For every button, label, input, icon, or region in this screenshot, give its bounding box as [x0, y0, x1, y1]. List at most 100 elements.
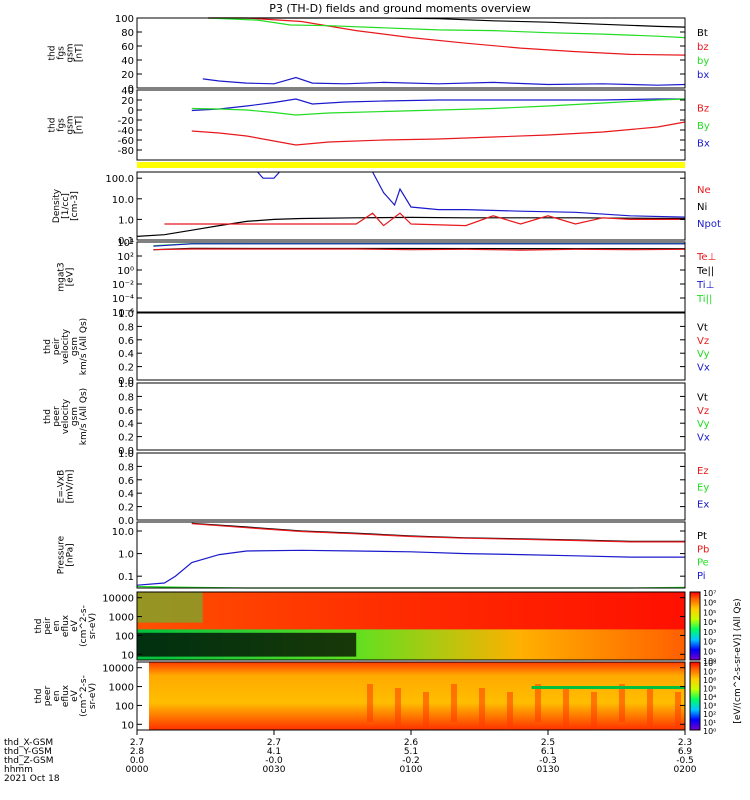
x-tick-label: 6.9 — [678, 747, 693, 757]
legend-vx: Vx — [697, 363, 710, 374]
y-tick-label: 60 — [121, 42, 134, 53]
series-bx-line — [191, 121, 686, 146]
legend-vt: Vt — [697, 392, 708, 403]
legend-ti: Ti⊥ — [696, 280, 714, 291]
y-tick-label: 0.1 — [118, 236, 134, 247]
y-axis-label: peer — [43, 685, 53, 706]
y-tick-label: 0.8 — [118, 462, 134, 473]
legend-vx: Vx — [697, 433, 710, 444]
y-tick-label: 0.2 — [118, 433, 134, 444]
x-axis-row-label: thd_X-GSM — [4, 738, 53, 748]
panel-frame — [136, 452, 686, 521]
series-by-line — [208, 17, 686, 39]
series-te-line — [153, 248, 686, 251]
y-axis-label: E=-VxB — [57, 470, 67, 504]
y-axis-label: thd — [34, 619, 44, 634]
x-tick-label: -0.2 — [402, 756, 420, 766]
x-tick-label: 2.3 — [678, 738, 692, 748]
x-tick-label: 2.7 — [267, 738, 281, 748]
y-axis-label: [nT] — [75, 116, 85, 134]
y-tick-label: 10⁻⁴ — [112, 294, 134, 305]
colorbar-tick-label: 10⁵ — [703, 685, 716, 694]
y-axis-label: thd — [34, 689, 44, 704]
panel-10: 10 100 1000 10000 thd peer en eflux eV (cm^2-s-sr… — [34, 659, 716, 736]
colorbar-tick-label: 10³ — [703, 628, 716, 637]
y-axis-label: eflux — [61, 684, 71, 707]
y-axis-label: sr-eV) — [88, 613, 98, 639]
panel-7: 0.0 0.2 0.4 0.6 0.8 1.0 E=-VxB [mV/m] Ez Ey Ex — [57, 449, 710, 527]
panel-frame — [136, 521, 686, 589]
heatmap-streak — [479, 688, 485, 726]
y-axis-label: fgs — [57, 118, 67, 132]
y-axis-label: thd — [43, 409, 53, 424]
colorbar-tick-label: 10¹ — [703, 647, 716, 656]
series-bz-line — [208, 17, 686, 56]
y-axis-label: peir — [43, 617, 53, 635]
x-tick-label: 0100 — [400, 765, 423, 775]
legend-ti: Ti|| — [696, 294, 712, 305]
y-axis-label: eV — [70, 619, 80, 632]
colorbar-tick-label: 10⁸ — [703, 659, 716, 668]
colorbar-tick-label: 10⁶ — [703, 599, 716, 608]
colorbar-tick-label: 10² — [703, 710, 716, 719]
x-tick-label: 2.5 — [541, 738, 555, 748]
colorbar-label: [eV/(cm^2-s-sr-eV)] (All Qs) — [733, 598, 743, 723]
y-axis-label: gsm — [70, 407, 80, 426]
series-ti-line — [153, 243, 685, 247]
y-tick-label: 10000 — [102, 664, 134, 675]
y-axis-label: (cm^2-s- — [79, 675, 89, 717]
y-tick-label: 0.1 — [118, 572, 134, 583]
y-axis-label: en — [52, 620, 62, 631]
y-tick-label: 0.6 — [118, 406, 134, 417]
y-axis-label: gsm — [66, 43, 76, 62]
legend-npot: Npot — [697, 219, 721, 230]
series-npot-line — [257, 171, 280, 179]
y-tick-label: 1.0 — [118, 215, 134, 226]
legend-vy: Vy — [697, 349, 710, 360]
y-tick-label: 20 — [121, 70, 134, 81]
y-tick-label: 1.0 — [118, 550, 134, 561]
series-bx-line — [202, 76, 686, 86]
y-tick-label: 10.0 — [112, 195, 134, 206]
legend-ex: Ex — [697, 499, 709, 510]
legend-ey: Ey — [697, 483, 709, 494]
heatmap-gap — [137, 662, 149, 730]
heatmap-streak — [675, 692, 681, 730]
series-ni-line — [136, 216, 686, 237]
heatmap-streak — [619, 684, 625, 722]
heatmap-green-band — [137, 592, 203, 623]
legend-te: Te|| — [696, 266, 714, 277]
panel-frame — [136, 312, 686, 381]
y-tick-label: 10⁰ — [117, 266, 134, 277]
figure-title: P3 (TH-D) fields and ground moments over… — [269, 2, 531, 15]
y-axis-label: eV — [70, 689, 80, 702]
y-tick-label: 0.6 — [118, 476, 134, 487]
y-tick-label: 0.0 — [118, 516, 134, 527]
y-axis-label: thd — [48, 46, 58, 61]
series-npot-line — [372, 171, 686, 218]
y-axis-label: thd — [43, 339, 53, 354]
legend-vz: Vz — [697, 336, 709, 347]
y-tick-label: 0.8 — [118, 392, 134, 403]
series-bz-line — [191, 98, 685, 112]
y-tick-label: 0.4 — [118, 349, 134, 360]
y-tick-label: 0.4 — [118, 419, 134, 430]
y-axis-label: Pressure — [57, 535, 67, 574]
legend-vz: Vz — [697, 406, 709, 417]
y-axis-label: sr-eV) — [88, 683, 98, 709]
colorbar — [689, 591, 701, 661]
y-axis-label: peer — [52, 406, 62, 427]
legend-vy: Vy — [697, 419, 710, 430]
y-tick-label: 0.4 — [118, 489, 134, 500]
x-tick-label: 2.7 — [130, 738, 144, 748]
heatmap-green-line — [531, 686, 685, 689]
y-tick-label: 10 — [121, 720, 134, 731]
y-tick-label: 40 — [121, 86, 134, 97]
colorbar-tick-label: 10² — [703, 638, 716, 647]
colorbar-tick-label: 10⁰ — [703, 727, 716, 736]
heatmap-streak — [451, 684, 457, 722]
legend-by: By — [697, 121, 710, 132]
y-tick-label: 10.0 — [112, 527, 134, 538]
